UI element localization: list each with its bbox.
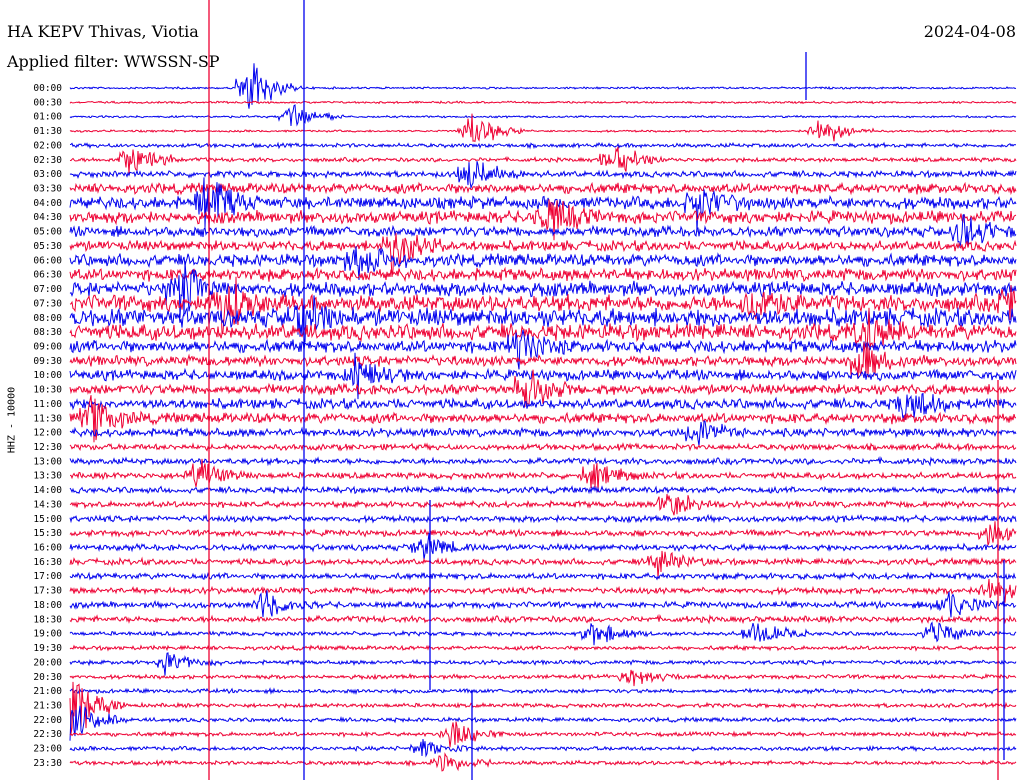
row-label: 03:00 <box>33 169 62 180</box>
row-label: 18:30 <box>33 614 62 625</box>
trace-line <box>69 442 1017 453</box>
trace-line <box>69 738 1017 758</box>
trace-line <box>69 113 1017 143</box>
trace-line <box>69 213 1017 248</box>
trace-line <box>69 330 1017 370</box>
row-label: 09:30 <box>33 356 62 367</box>
row-label: 07:00 <box>33 284 62 295</box>
row-label: 22:30 <box>33 729 62 740</box>
trace-line <box>69 521 1017 546</box>
row-label: 05:30 <box>33 241 62 252</box>
row-label: 02:00 <box>33 140 62 151</box>
trace-line <box>69 104 1017 127</box>
row-label: 06:30 <box>33 270 62 281</box>
trace-line <box>69 266 1017 283</box>
trace-line <box>69 146 1017 174</box>
trace-line <box>69 621 1017 646</box>
row-label: 04:00 <box>33 198 62 209</box>
row-label: 15:00 <box>33 514 62 525</box>
row-label: 11:30 <box>33 413 62 424</box>
trace-line <box>70 458 1017 492</box>
trace-line <box>69 705 1017 741</box>
trace-line <box>69 392 1017 421</box>
row-label: 08:00 <box>33 313 62 324</box>
row-label: 19:00 <box>33 629 62 640</box>
trace-line <box>69 687 1017 695</box>
trace-line <box>69 721 1017 748</box>
row-label: 12:30 <box>33 442 62 453</box>
row-label: 00:30 <box>33 97 62 108</box>
row-label: 17:00 <box>33 571 62 582</box>
trace-line <box>69 181 1017 197</box>
trace-line <box>69 494 1017 516</box>
trace-line <box>69 456 1017 467</box>
trace-line <box>69 177 1017 233</box>
trace-line <box>69 199 1017 241</box>
station-title: HA KEPV Thivas, Viotia <box>7 22 199 41</box>
row-label: 03:30 <box>33 184 62 195</box>
row-label: 16:00 <box>33 543 62 554</box>
row-label: 13:30 <box>33 471 62 482</box>
row-label: 14:00 <box>33 485 62 496</box>
trace-line <box>69 276 1017 335</box>
row-label: 10:00 <box>33 370 62 381</box>
trace-line <box>69 63 1017 109</box>
trace-line <box>69 613 1017 625</box>
trace-line <box>69 395 1016 443</box>
trace-line <box>69 578 1017 603</box>
trace-line <box>69 100 1017 105</box>
row-label: 04:30 <box>33 212 62 223</box>
row-label: 02:30 <box>33 155 62 166</box>
trace-line <box>69 261 1017 318</box>
row-label: 08:30 <box>33 327 62 338</box>
row-label: 10:30 <box>33 385 62 396</box>
trace-line <box>69 681 1017 734</box>
trace-line <box>69 669 1017 687</box>
trace-line <box>69 420 1017 446</box>
row-label: 13:00 <box>33 456 62 467</box>
row-label: 16:30 <box>33 557 62 568</box>
trace-line <box>69 161 1017 190</box>
trace-line <box>69 652 1017 676</box>
trace-line <box>69 533 1017 560</box>
filter-label: Applied filter: WWSSN-SP <box>7 52 220 71</box>
row-label: 01:30 <box>33 126 62 137</box>
row-label: 20:30 <box>33 672 62 683</box>
row-label: 01:00 <box>33 112 62 123</box>
trace-line <box>69 550 1017 579</box>
trace-line <box>69 141 1016 150</box>
trace-line <box>69 590 1017 618</box>
row-label: 05:00 <box>33 227 62 238</box>
trace-line <box>69 513 1017 524</box>
row-label: 23:30 <box>33 758 62 769</box>
trace-line <box>69 484 1017 495</box>
trace-line <box>69 307 1017 352</box>
row-label: 19:30 <box>33 643 62 654</box>
trace-line <box>69 752 1017 772</box>
row-label: 12:00 <box>33 428 62 439</box>
trace-line <box>69 295 1017 343</box>
row-label: 21:30 <box>33 700 62 711</box>
row-label: 17:30 <box>33 586 62 597</box>
row-label: 18:00 <box>33 600 62 611</box>
row-label: 22:00 <box>33 715 62 726</box>
trace-line <box>69 571 1017 581</box>
row-label: 11:00 <box>33 399 62 410</box>
row-label: 09:00 <box>33 341 62 352</box>
record-date: 2024-04-08 <box>923 22 1016 41</box>
row-label: 06:00 <box>33 255 62 266</box>
row-label: 20:00 <box>33 657 62 668</box>
row-label: 15:30 <box>33 528 62 539</box>
row-label: 23:00 <box>33 744 62 755</box>
trace-line <box>69 233 1017 277</box>
row-label: 21:00 <box>33 686 62 697</box>
row-label: 14:30 <box>33 499 62 510</box>
trace-line <box>69 644 1017 652</box>
trace-line <box>69 342 1017 380</box>
row-label: 07:30 <box>33 298 62 309</box>
trace-line <box>69 352 1017 400</box>
row-label: 00:00 <box>33 83 62 94</box>
trace-line <box>69 246 1017 281</box>
